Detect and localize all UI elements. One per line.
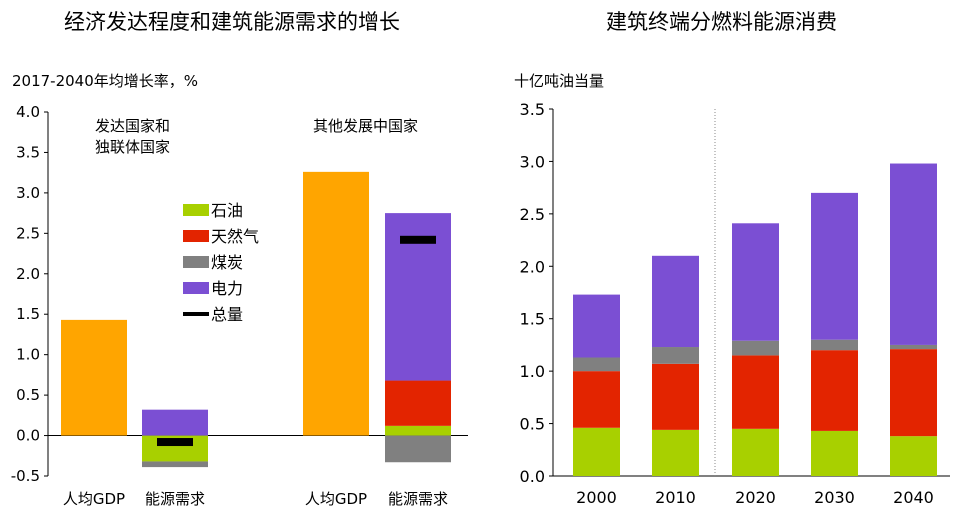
legend-gas-swatch — [183, 230, 209, 242]
left-chart-ylabel: 2017-2040年均增长率，% — [12, 72, 199, 90]
power-segment — [142, 409, 208, 436]
coal-segment — [573, 357, 620, 372]
power-segment — [732, 223, 779, 341]
legend-total-swatch — [183, 312, 209, 316]
right-chart-ylabel: 十亿吨油当量 — [514, 72, 605, 90]
legend-total-label: 总量 — [211, 305, 243, 324]
oil-segment — [811, 430, 858, 476]
legend-oil-swatch — [183, 204, 209, 216]
oil-segment — [385, 425, 451, 436]
coal-segment — [890, 344, 937, 350]
right-y-tick-label: 1.0 — [520, 362, 545, 381]
group-label-1: 其他发展中国家 — [313, 117, 418, 135]
total-marker — [400, 235, 436, 244]
legend-coal-label: 煤炭 — [211, 253, 243, 272]
power-segment — [890, 163, 937, 345]
legend-coal-swatch — [183, 256, 209, 268]
oil-segment — [732, 428, 779, 476]
gas-segment — [811, 350, 858, 431]
left-y-tick-label: 1.0 — [16, 346, 40, 364]
left-y-tick-label: 3.5 — [16, 143, 40, 161]
left-x-label: 人均GDP — [305, 490, 367, 508]
left-chart-title: 经济发达程度和建筑能源需求的增长 — [64, 10, 400, 34]
right-x-label: 2040 — [893, 488, 934, 507]
coal-segment — [811, 339, 858, 351]
right-y-tick-label: 2.5 — [520, 205, 545, 224]
left-y-tick-label: 2.0 — [16, 265, 40, 283]
legend-oil-label: 石油 — [211, 201, 243, 220]
gas-segment — [385, 380, 451, 426]
left-y-tick-label: -0.5 — [11, 467, 40, 485]
gdp-bar — [61, 319, 127, 436]
gas-segment — [652, 363, 699, 430]
gdp-bar — [303, 171, 369, 436]
right-x-label: 2000 — [576, 488, 617, 507]
group-label-0: 独联体国家 — [95, 138, 170, 156]
left-y-tick-label: 4.0 — [16, 103, 40, 121]
gas-segment — [732, 355, 779, 429]
legend-power-label: 电力 — [211, 279, 243, 298]
right-x-label: 2030 — [814, 488, 855, 507]
legend-power-swatch — [183, 282, 209, 294]
power-segment — [652, 255, 699, 348]
left-y-tick-label: 3.0 — [16, 184, 40, 202]
coal-segment — [652, 347, 699, 364]
gas-segment — [890, 349, 937, 437]
right-x-label: 2020 — [735, 488, 776, 507]
power-segment — [811, 192, 858, 340]
right-y-tick-label: 2.0 — [520, 257, 545, 276]
total-marker — [157, 438, 193, 447]
left-y-tick-label: 2.5 — [16, 224, 40, 242]
left-x-label: 能源需求 — [145, 490, 205, 508]
gas-segment — [573, 371, 620, 428]
left-x-label: 人均GDP — [63, 490, 125, 508]
left-y-tick-label: 0.5 — [16, 386, 40, 404]
coal-segment — [385, 435, 451, 463]
right-y-tick-label: 3.5 — [520, 100, 545, 119]
left-y-tick-label: 1.5 — [16, 305, 40, 323]
oil-segment — [573, 427, 620, 476]
right-y-tick-label: 3.0 — [520, 152, 545, 171]
left-x-label: 能源需求 — [388, 490, 448, 508]
right-y-tick-label: 0.5 — [520, 415, 545, 434]
right-y-tick-label: 0.0 — [520, 467, 545, 486]
coal-segment — [732, 340, 779, 356]
group-label-0: 发达国家和 — [95, 117, 170, 135]
power-segment — [573, 294, 620, 358]
right-y-tick-label: 1.5 — [520, 310, 545, 329]
oil-segment — [890, 436, 937, 476]
oil-segment — [652, 429, 699, 476]
legend-gas-label: 天然气 — [211, 227, 259, 246]
right-x-label: 2010 — [655, 488, 696, 507]
left-y-tick-label: 0.0 — [16, 427, 40, 445]
coal-segment — [142, 461, 208, 468]
right-chart-title: 建筑终端分燃料能源消费 — [606, 10, 837, 34]
